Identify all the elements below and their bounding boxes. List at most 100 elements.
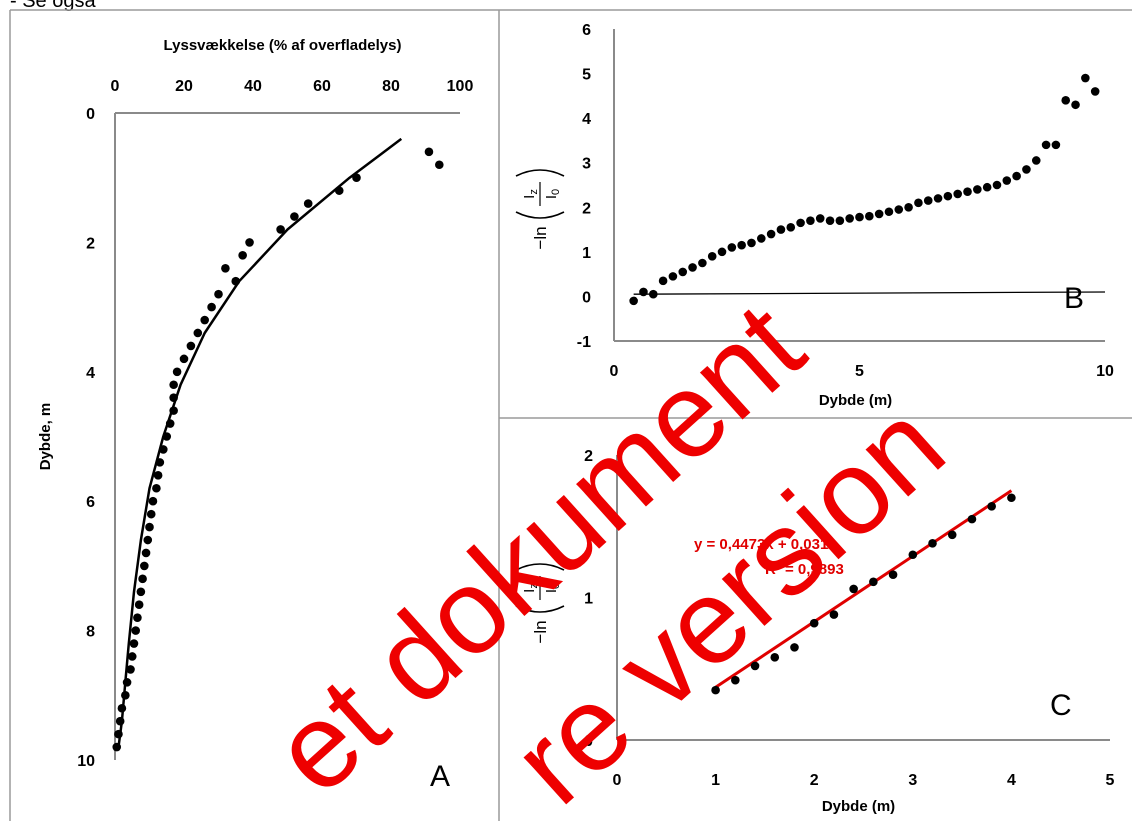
chart-b-data-point [727,243,737,252]
chart-b-y-axis-label-denominator-sub: 0 [550,189,562,195]
chart-b-data-point [658,276,668,286]
chart-a-data-point [186,341,196,351]
chart-c-data-point [908,550,918,560]
chart-a-data-point [162,432,172,441]
chart-a-data-point [127,652,137,661]
chart-a-data-point [138,574,147,584]
chart-c-x-tick-label: 5 [1106,772,1115,789]
chart-c-y-axis-label-denominator-sub: 0 [550,583,562,589]
chart-b-data-point [1012,171,1021,181]
chart-b-data-point [933,194,943,203]
chart-b-data-point [855,212,864,222]
chart-c-y-tick-label: 1 [584,591,593,608]
chart-a-data-point [141,548,151,558]
chart-a-data-point [169,393,178,402]
chart-a-data-point [134,600,144,610]
chart-b-reference-line [633,291,1106,295]
chart-a-data-point [148,496,158,506]
chart-b-data-point [1051,140,1061,150]
chart-b-data-point [786,223,796,232]
chart-b-x-axis-label: Dybde (m) [819,392,892,409]
chart-a-data-point [114,729,123,739]
chart-a-data-point [200,315,209,325]
chart-b-data-point [1090,87,1100,96]
chart-c-data-point [987,502,996,511]
chart-b-data-point [1071,100,1080,110]
chart-a-data-point [169,406,178,415]
chart-b-data-point [629,296,638,306]
chart-b-y-tick-label: 3 [582,156,591,173]
chart-c-data-point [750,661,760,671]
chart-c-x-tick-label: 1 [711,772,720,789]
chart-b-x-tick-label: 10 [1096,363,1114,380]
chart-a-data-point [159,445,168,454]
chart-b-data-point [953,189,962,199]
chart-a-panel-label: A [430,760,450,793]
chart-b-data-point [648,289,658,299]
chart-a-x-axis-label: Lyssvækkelse (% af overfladelys) [164,37,402,54]
chart-a-x-tick-label: 80 [382,78,400,95]
chart-a-y-tick-label: 2 [86,235,95,252]
chart-a-data-point [136,587,146,597]
chart-b-data-point [1002,176,1012,185]
chart-a-y-tick-label: 10 [77,753,95,770]
chart-c-y-axis-label-denominator: I0 [543,583,562,593]
chart-b-x-tick-label: 5 [855,363,864,380]
chart-a-data-point [140,561,149,571]
chart-b-data-point [688,263,697,272]
chart-b-data-point [835,216,845,225]
chart-a-x-tick-label: 20 [175,78,193,95]
chart-c-x-axis-label: Dybde (m) [822,798,895,815]
chart-a-data-point [112,742,122,752]
chart-b-data-point [845,214,854,223]
chart-b-data-point [747,238,756,248]
chart-b-y-tick-label: 5 [582,67,591,84]
chart-b-data-point [796,218,805,228]
chart-b-data-point [668,272,678,281]
chart-a-y-tick-label: 6 [86,494,95,511]
chart-b-y-tick-label: 4 [582,111,591,128]
chart-a-data-point [152,483,161,493]
chart-b-data-point [894,205,904,214]
chart-a-data-point [165,419,175,428]
chart-c-x-tick-label: 0 [613,772,622,789]
chart-b-data-point [678,267,688,277]
chart-a-data-point [245,238,254,247]
chart-b-data-point [992,180,1002,190]
chart-a-data-point [122,678,132,687]
chart-b-data-point [737,240,746,250]
chart-a-x-tick-label: 100 [447,78,474,95]
chart-b-y-axis-label-prefix: −ln [531,226,550,249]
chart-a-data-point [115,716,125,726]
chart-b-data-point [874,209,884,219]
chart-b-y-tick-label: -1 [577,334,591,351]
chart-b-data-point [963,187,972,196]
chart-c-data-point [967,514,977,524]
chart-b-y-axis-label-numerator-sub: z [528,189,540,195]
chart-a-data-point [290,212,299,221]
chart-b-y-axis-label-denominator: I0 [543,189,562,199]
chart-a-data-point [435,160,444,170]
chart-c-data-point [829,610,839,619]
chart-a-data-point [143,535,153,545]
chart-a-data-point [146,509,156,519]
chart-b-data-point [1081,73,1090,83]
chart-b-data-point [1041,140,1051,150]
chart-a-data-point [172,367,182,377]
chart-a-data-point [424,147,434,157]
chart-b-y-tick-label: 2 [582,200,591,217]
chart-a-data-point [133,613,142,622]
chart-b-data-point [865,211,874,221]
chart-b-y-axis-label-paren-left [515,211,565,219]
chart-c-data-point [809,618,819,628]
chart-a-data-point [231,276,241,286]
chart-c-panel-label: C [1050,689,1072,722]
chart-b-data-point [717,247,727,257]
chart-c-y-axis-label-paren-left [515,605,565,613]
chart-a-data-point [303,199,313,208]
chart-c-y-tick-label: 0 [584,733,593,750]
chart-b-data-point [973,185,982,194]
